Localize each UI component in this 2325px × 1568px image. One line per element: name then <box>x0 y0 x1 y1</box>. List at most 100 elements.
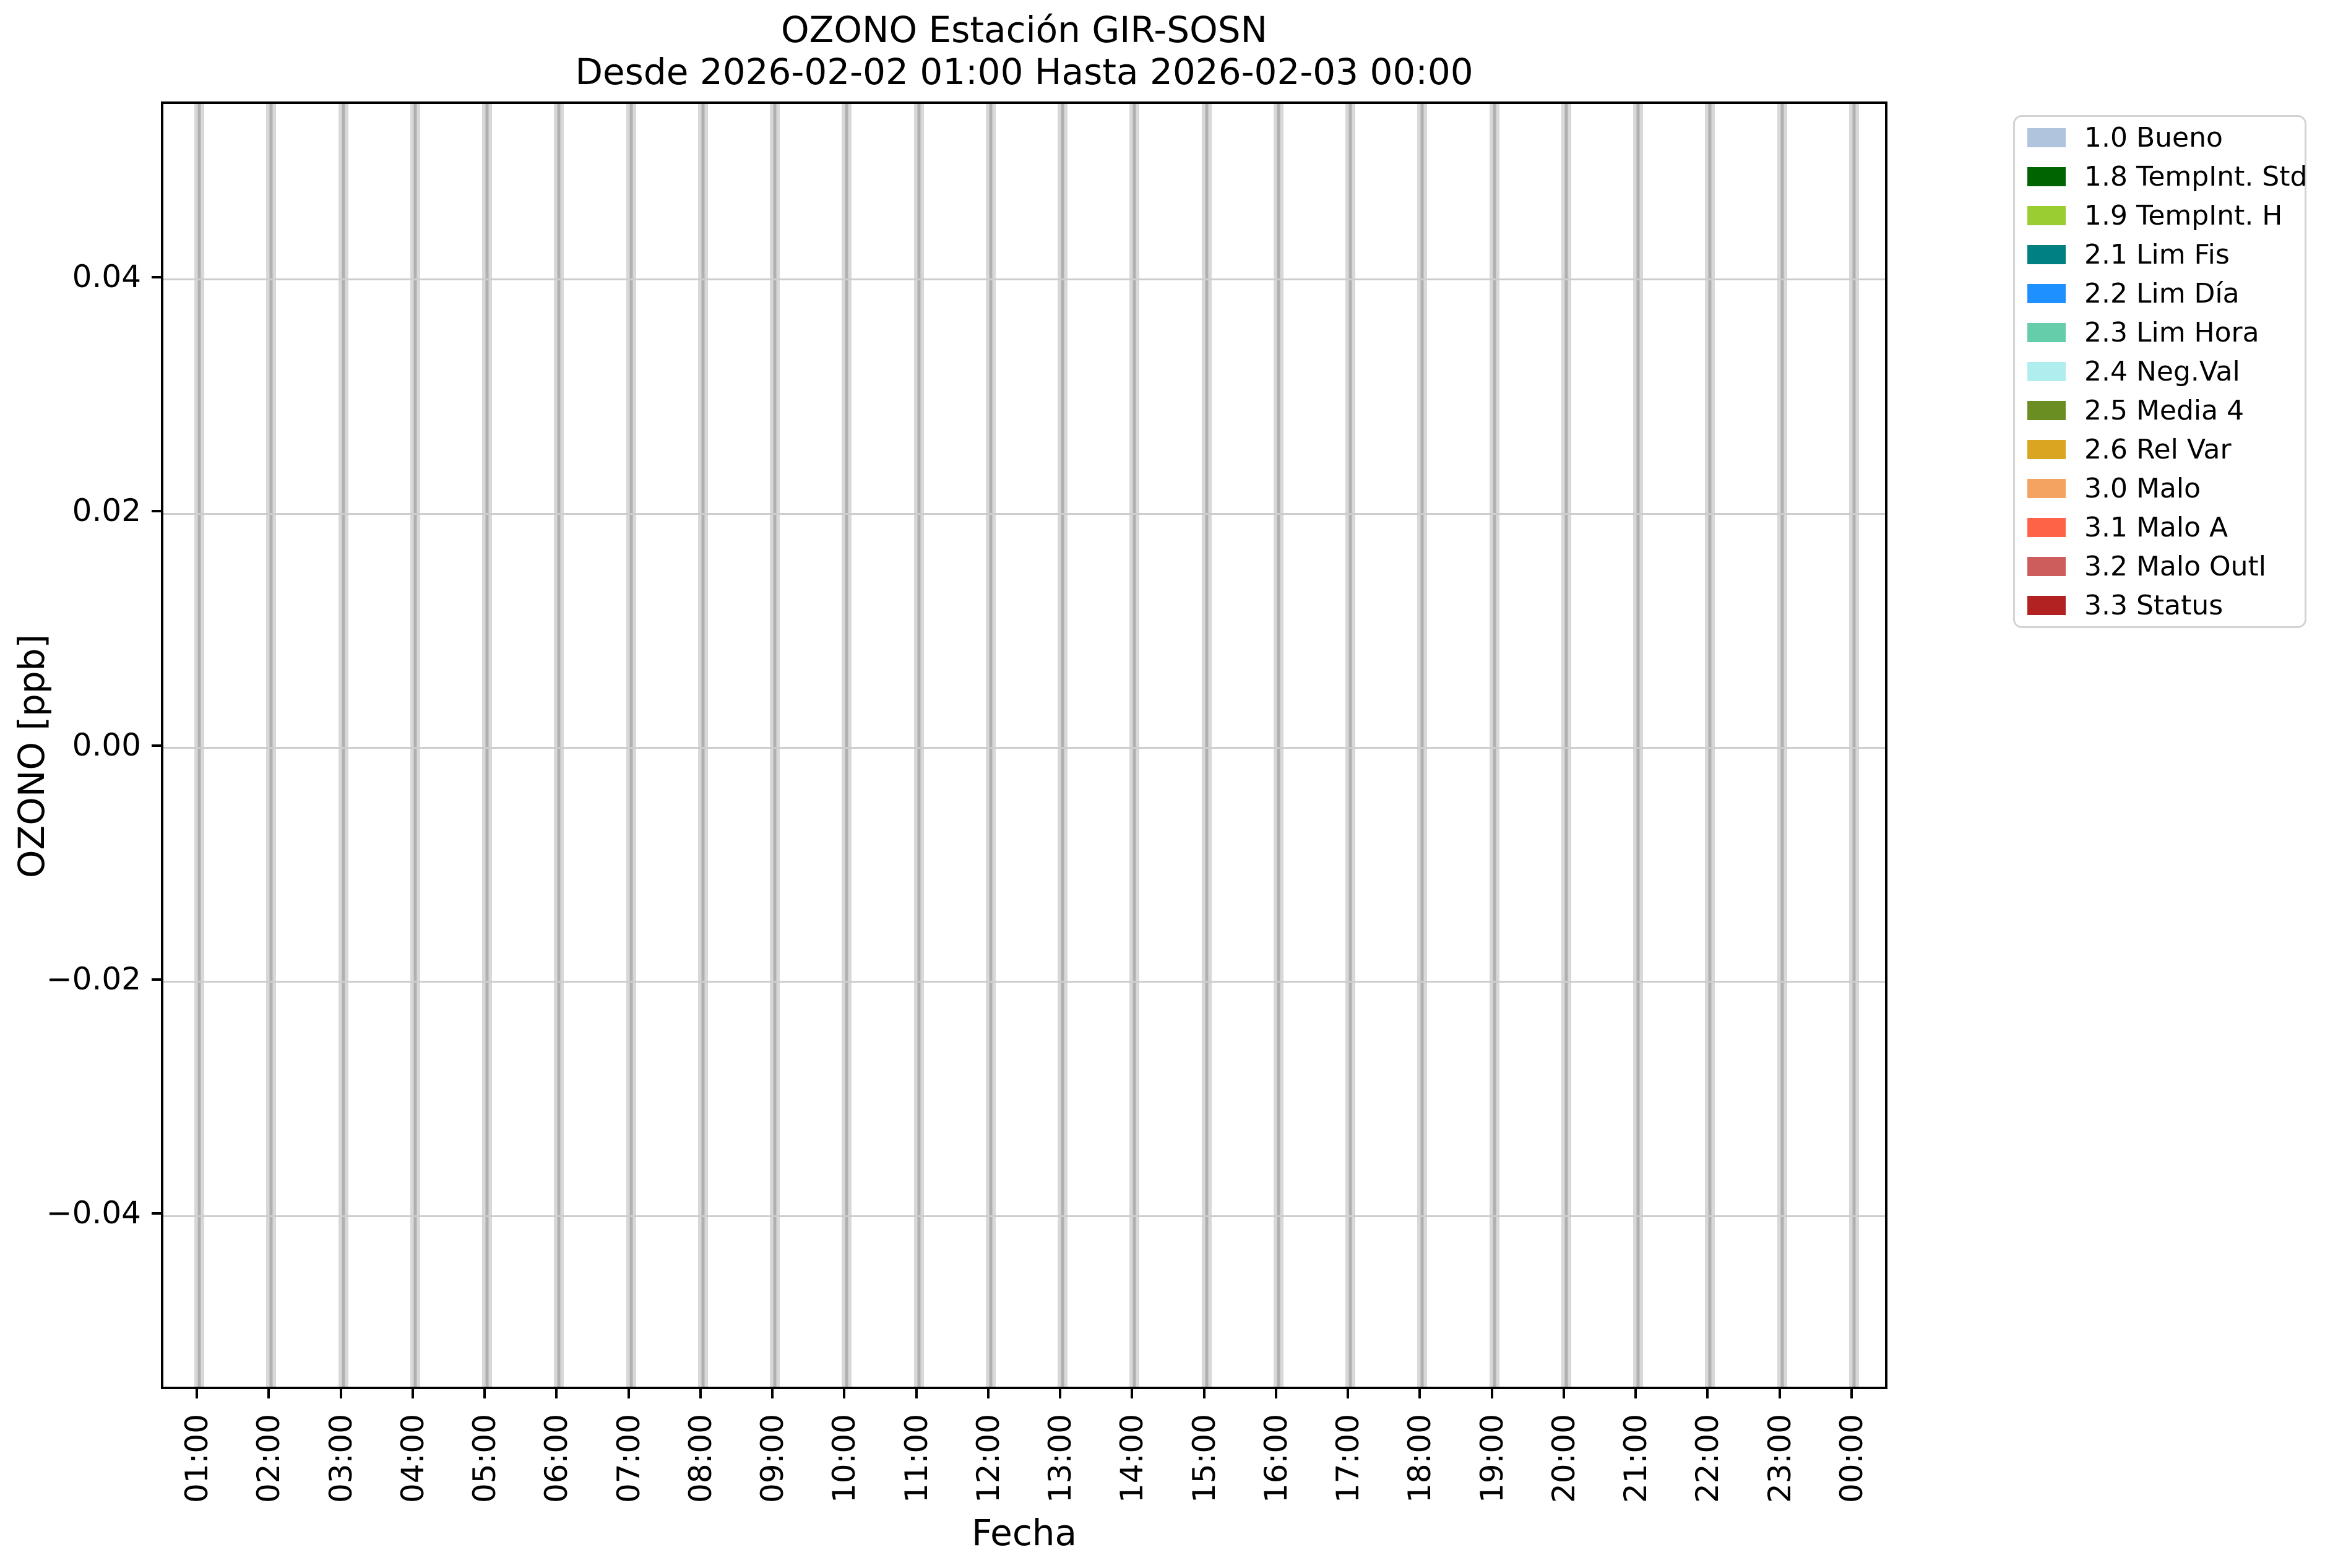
y-gridline <box>163 981 1885 983</box>
x-tick-label: 22:00 <box>1689 1413 1726 1504</box>
x-tick <box>627 1389 630 1398</box>
x-gridline-stripe <box>626 104 636 1387</box>
x-tick <box>1562 1389 1565 1398</box>
legend-swatch <box>2027 401 2066 420</box>
x-gridline-stripe <box>1129 104 1140 1387</box>
x-gridline-stripe <box>194 104 205 1387</box>
x-gridline-stripe <box>1201 104 1212 1387</box>
x-tick-label: 04:00 <box>394 1413 431 1504</box>
legend-swatch <box>2027 596 2066 615</box>
x-tick <box>771 1389 774 1398</box>
legend-label: 1.9 TempInt. H <box>2084 199 2283 231</box>
x-tick <box>1706 1389 1709 1398</box>
x-tick <box>1059 1389 1062 1398</box>
legend-label: 1.0 Bueno <box>2084 121 2223 153</box>
x-tick-label: 20:00 <box>1545 1413 1582 1504</box>
x-gridline-stripe <box>1633 104 1644 1387</box>
legend-swatch <box>2027 557 2066 576</box>
legend-label: 2.5 Media 4 <box>2084 394 2245 426</box>
x-tick-label: 10:00 <box>826 1413 863 1504</box>
x-tick-label: 12:00 <box>970 1413 1006 1504</box>
x-tick <box>483 1389 486 1398</box>
y-tick <box>152 1212 161 1215</box>
x-gridline-stripe <box>1705 104 1715 1387</box>
x-gridline-stripe <box>770 104 780 1387</box>
x-tick-label: 05:00 <box>467 1413 503 1504</box>
x-gridline-stripe <box>1489 104 1499 1387</box>
x-tick <box>196 1389 199 1398</box>
legend-item: 2.3 Lim Hora <box>2015 313 2305 352</box>
x-tick <box>986 1389 990 1398</box>
y-gridline <box>163 278 1885 281</box>
x-gridline-stripe <box>410 104 420 1387</box>
legend-label: 3.0 Malo <box>2084 472 2201 504</box>
legend-label: 3.2 Malo Outl <box>2084 550 2267 582</box>
x-tick-label: 06:00 <box>538 1413 575 1504</box>
x-tick-label: 23:00 <box>1761 1413 1798 1504</box>
y-tick <box>152 978 161 981</box>
legend-item: 1.0 Bueno <box>2015 118 2305 157</box>
plot-area <box>161 101 1887 1389</box>
legend-item: 2.5 Media 4 <box>2015 391 2305 430</box>
x-tick <box>1418 1389 1421 1398</box>
legend-item: 3.1 Malo A <box>2015 508 2305 547</box>
x-tick-label: 13:00 <box>1042 1413 1079 1504</box>
x-tick <box>1131 1389 1134 1398</box>
legend-label: 2.1 Lim Fis <box>2084 238 2230 270</box>
legend-swatch <box>2027 206 2066 225</box>
legend-swatch <box>2027 440 2066 459</box>
x-tick <box>699 1389 702 1398</box>
chart-title: OZONO Estación GIR-SOSN Desde 2026-02-02… <box>161 9 1887 93</box>
legend-item: 1.9 TempInt. H <box>2015 196 2305 235</box>
legend-item: 3.3 Status <box>2015 586 2305 625</box>
x-tick-label: 19:00 <box>1473 1413 1510 1504</box>
chart-title-line2: Desde 2026-02-02 01:00 Hasta 2026-02-03 … <box>575 51 1473 93</box>
y-gridline <box>163 512 1885 515</box>
x-tick-label: 09:00 <box>754 1413 791 1504</box>
legend-swatch <box>2027 245 2066 264</box>
x-tick <box>411 1389 414 1398</box>
x-gridline-stripe <box>1058 104 1068 1387</box>
x-gridline-stripe <box>697 104 708 1387</box>
x-gridline-stripe <box>1848 104 1859 1387</box>
x-gridline-stripe <box>842 104 852 1387</box>
y-tick-label: 0.02 <box>72 493 141 529</box>
x-tick <box>1778 1389 1781 1398</box>
y-tick-label: −0.04 <box>46 1195 141 1231</box>
x-tick-label: 11:00 <box>898 1413 934 1504</box>
legend-label: 2.4 Neg.Val <box>2084 355 2240 387</box>
x-gridline-stripe <box>482 104 493 1387</box>
x-tick-label: 00:00 <box>1833 1413 1870 1504</box>
x-gridline-stripe <box>913 104 924 1387</box>
y-tick-label: 0.00 <box>72 726 141 763</box>
y-tick-label: −0.02 <box>46 960 141 997</box>
legend-label: 2.2 Lim Día <box>2084 277 2240 309</box>
x-gridline-stripe <box>1273 104 1283 1387</box>
x-tick <box>1850 1389 1853 1398</box>
legend-swatch <box>2027 284 2066 303</box>
x-gridline-stripe <box>554 104 564 1387</box>
legend-swatch <box>2027 362 2066 381</box>
x-tick <box>1634 1389 1637 1398</box>
x-gridline-stripe <box>1561 104 1571 1387</box>
x-tick-label: 17:00 <box>1330 1413 1366 1504</box>
legend-item: 2.1 Lim Fis <box>2015 235 2305 274</box>
x-gridline-stripe <box>266 104 277 1387</box>
legend-item: 2.4 Neg.Val <box>2015 352 2305 391</box>
x-tick-label: 14:00 <box>1114 1413 1150 1504</box>
x-tick <box>1274 1389 1277 1398</box>
legend-item: 2.6 Rel Var <box>2015 430 2305 469</box>
x-tick-label: 16:00 <box>1257 1413 1294 1504</box>
legend-item: 3.0 Malo <box>2015 469 2305 508</box>
x-gridline-stripe <box>1345 104 1356 1387</box>
legend-label: 2.3 Lim Hora <box>2084 316 2259 348</box>
x-tick <box>267 1389 270 1398</box>
legend-label: 3.1 Malo A <box>2084 511 2228 543</box>
x-tick <box>1202 1389 1206 1398</box>
x-axis-label: Fecha <box>971 1512 1077 1554</box>
y-tick-label: 0.04 <box>72 258 141 295</box>
y-tick <box>152 510 161 513</box>
x-tick-label: 03:00 <box>322 1413 359 1504</box>
legend-label: 1.8 TempInt. Std <box>2084 160 2308 192</box>
